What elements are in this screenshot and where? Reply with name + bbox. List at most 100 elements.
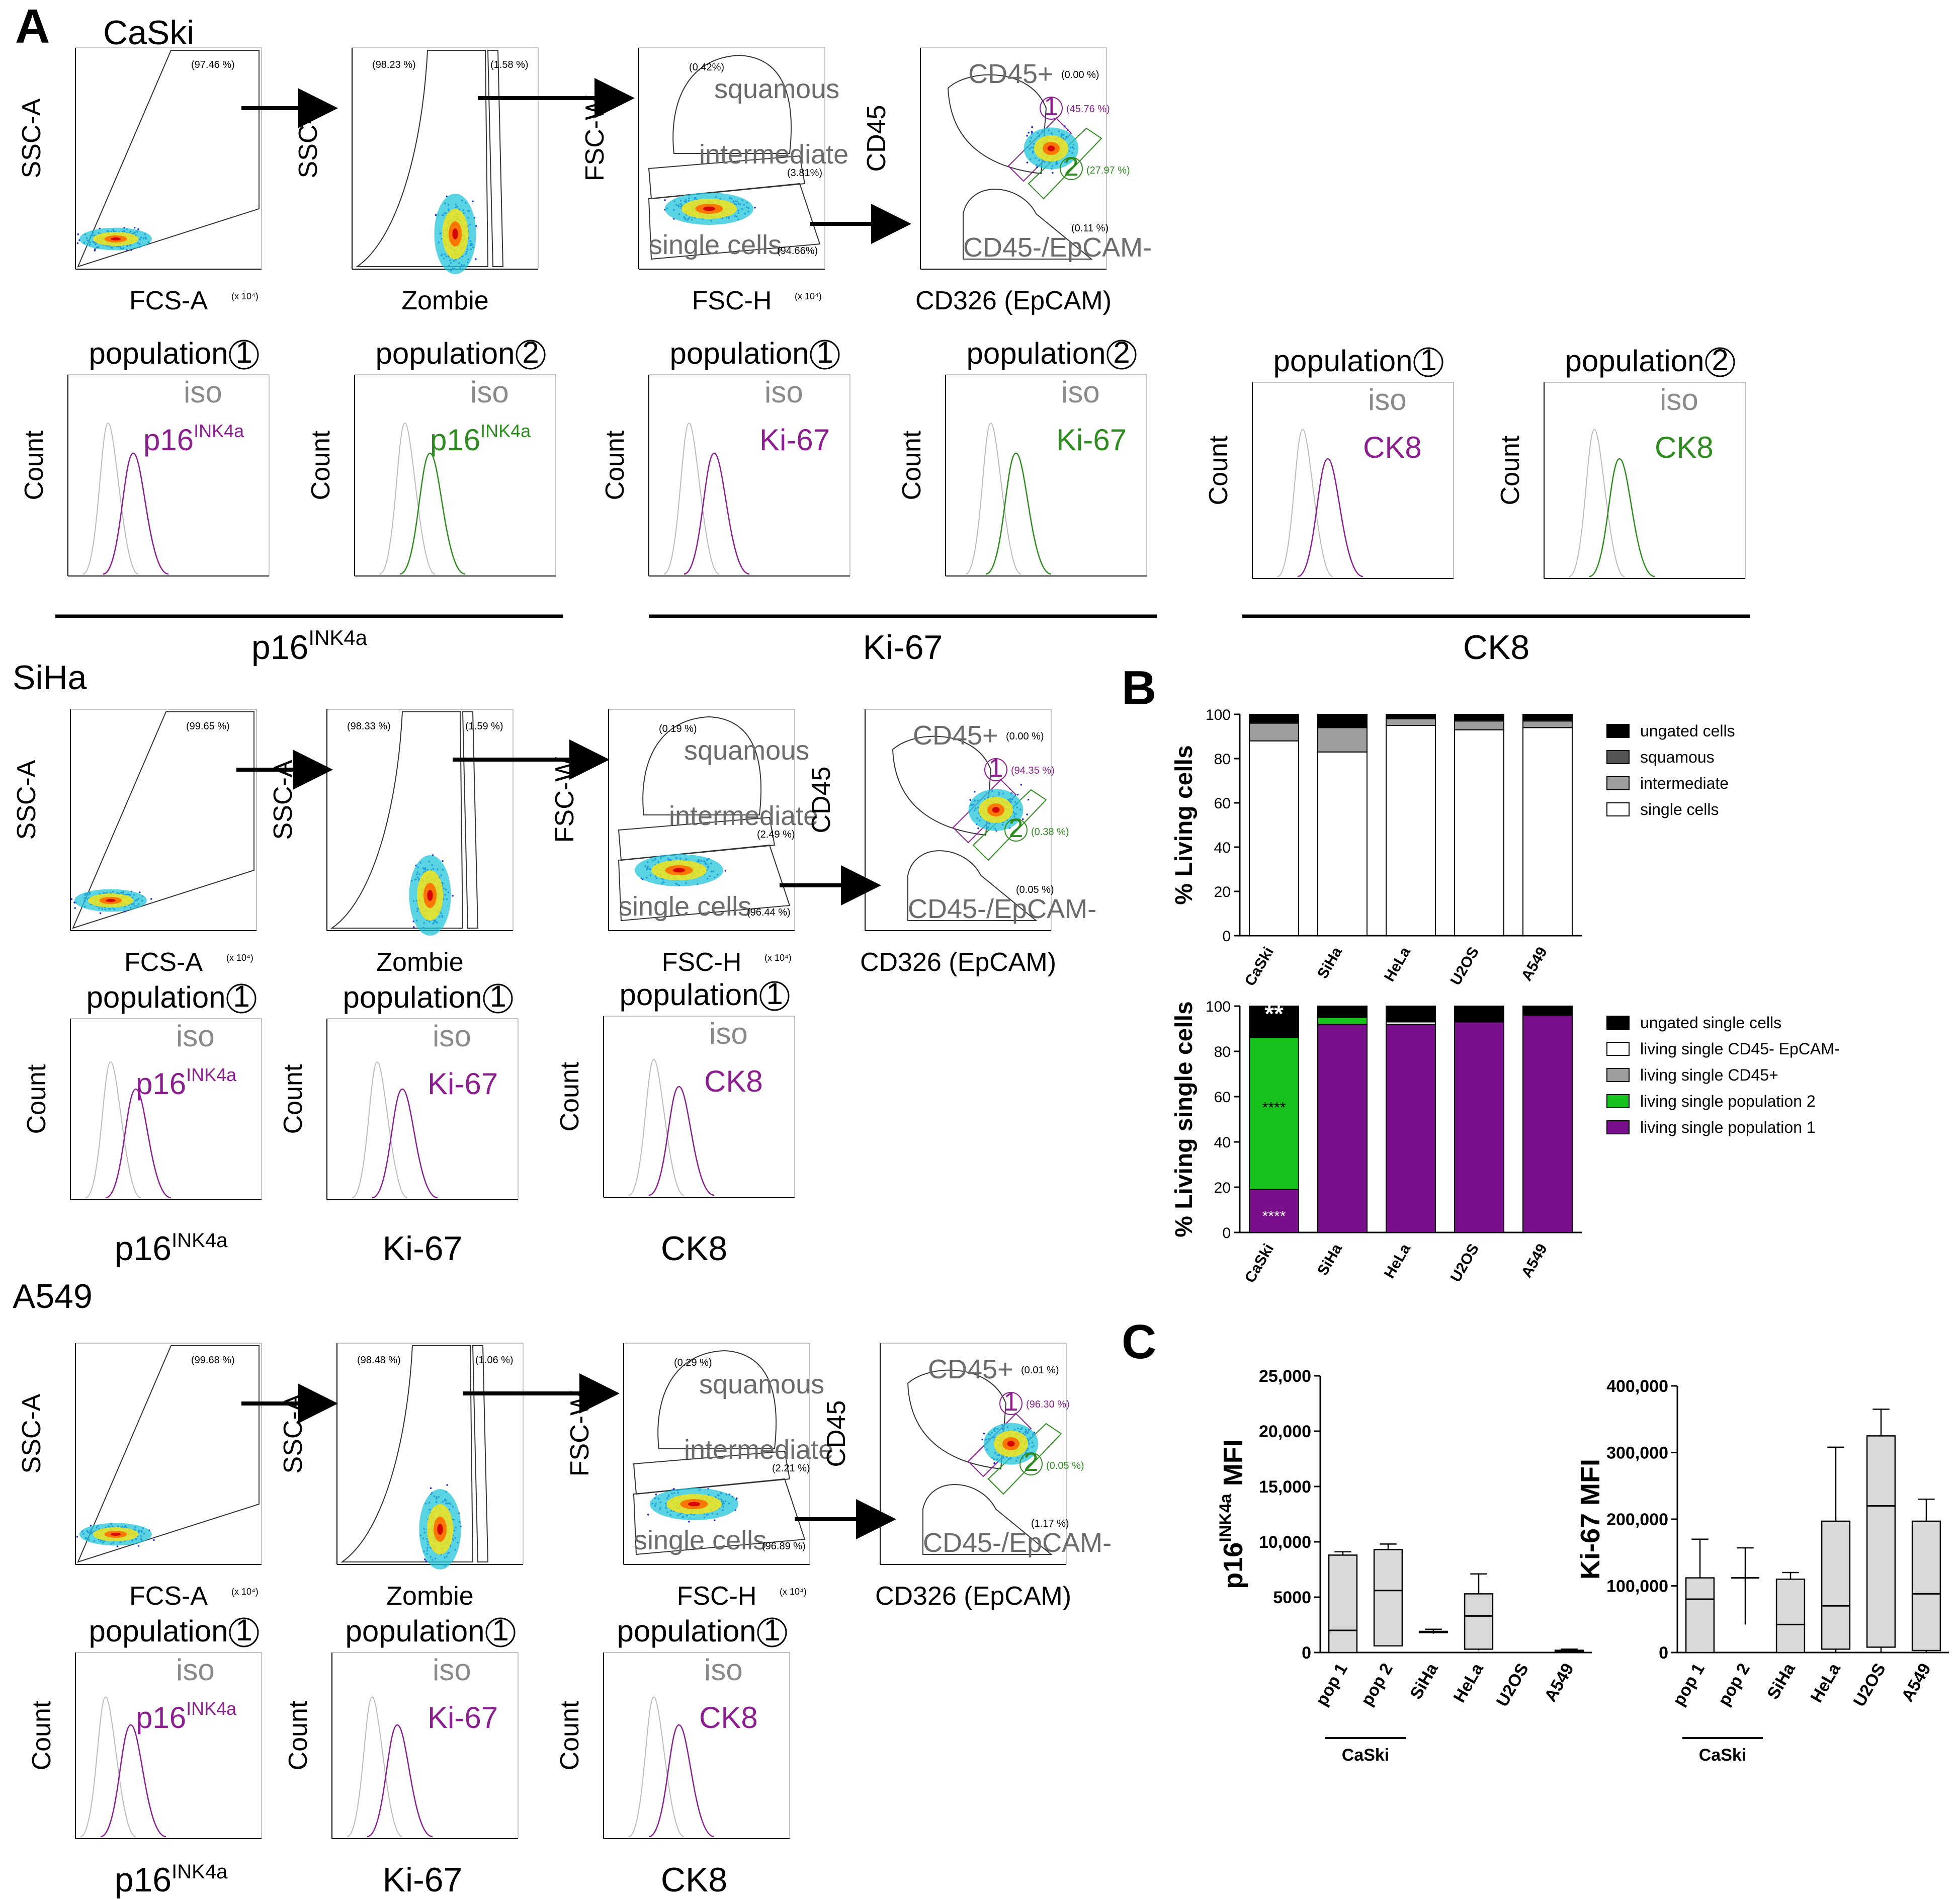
hist-siha-ki67-marker-label: Ki-67	[428, 1067, 498, 1101]
hist-siha-ki67-ylabel: Count	[279, 1064, 308, 1134]
pop2-percent-siha: (0.38 %)	[1031, 827, 1069, 838]
box-y-title: Ki-67 MFI	[1575, 1459, 1605, 1580]
bar-y-tick-label: 100	[1206, 999, 1231, 1015]
zombie-xlabel-siha: Zombie	[376, 948, 463, 977]
bar-segment	[1386, 1006, 1436, 1023]
intermediate-label-siha: intermediate	[669, 801, 818, 831]
box-iqr	[1373, 1549, 1403, 1647]
hist-a549-ki67-marker-label: Ki-67	[428, 1701, 498, 1735]
box-category-label: SiHa	[1763, 1660, 1799, 1702]
hist-a549-p16-iso-curve	[80, 1696, 136, 1837]
hist-siha-p16-marker-sup: INK4a	[186, 1064, 237, 1085]
bar-legend-label: single cells	[1640, 800, 1719, 818]
cd326-xlabel-caski: CD326 (EpCAM)	[915, 286, 1112, 315]
fsc-scatter-caski-point	[754, 207, 756, 209]
bar-segment	[1522, 714, 1573, 720]
bar-legend-label: living single population 1	[1640, 1118, 1816, 1136]
fcs-ylabel-siha: SSC-A	[12, 760, 41, 840]
hist-a549-ck8-marker-label: CK8	[699, 1701, 758, 1735]
hist-caski-p16-pop2-pop-circle	[516, 340, 546, 370]
hist-caski-ck8-pop1-iso-label: iso	[1368, 383, 1407, 417]
bar-segment	[1522, 720, 1573, 728]
bar-segment	[1454, 720, 1504, 730]
bar-legend-label: ungated cells	[1640, 722, 1735, 740]
fsc-xlabel-a549: FSC-H	[677, 1582, 757, 1611]
zombie-xlabel-a549: Zombie	[386, 1582, 473, 1611]
flow-cytometry-panels: (97.46 %) SSC-A FCS-A (x 10⁴) (98.23 %) (1.58…	[12, 47, 1152, 1611]
pop1-marker-a549	[999, 1392, 1022, 1415]
bar-category-label: U2OS	[1447, 944, 1482, 988]
hist-caski-ck8-pop2-iso-label: iso	[1660, 383, 1698, 417]
squamous-gate-siha	[642, 716, 762, 815]
fcs-scatter-siha-point	[74, 907, 76, 909]
hist-caski-ck8-pop2-pop-number: 2	[1712, 343, 1728, 377]
box-y-tick-label: 15,000	[1259, 1477, 1311, 1497]
cd45-scatter-siha-point	[1027, 798, 1030, 801]
pop2-marker-a549	[1019, 1452, 1043, 1475]
box-category-label: HeLa	[1450, 1660, 1487, 1706]
pop2-marker-caski	[1060, 157, 1083, 180]
bar-segment	[1454, 729, 1504, 937]
cd45-neg-label-caski: CD45-/EpCAM-	[963, 232, 1152, 263]
hist-caski-ki67-pop2-marker-curve	[985, 452, 1052, 575]
box-y-tick-label: 200,000	[1606, 1510, 1668, 1529]
hist-siha-ki67-iso-curve	[352, 1061, 408, 1198]
single-gate-caski	[648, 183, 821, 260]
neg-percent-a549: (1.17 %)	[1031, 1518, 1069, 1529]
bar-legend-swatch	[1606, 1016, 1630, 1030]
cd45-scatter-siha-density-red	[992, 807, 1000, 813]
hist-a549-p16-ylabel: Count	[27, 1700, 56, 1770]
squamous-gate-caski	[672, 54, 792, 154]
hist-siha-p16-pop-circle	[226, 983, 257, 1014]
stacked-bar-living-cells: 0 20 40 60 80 100 CaSki SiHa HeLa U2OS A549 % Livin…	[1171, 707, 1735, 989]
zombie-scatter-siha	[409, 854, 454, 936]
zombie-ylabel-a549: SSC-A	[279, 1393, 308, 1473]
fcs-xlabel-caski: FCS-A	[129, 286, 208, 315]
zombie-gate-right-a549	[472, 1345, 489, 1562]
cd45-scatter-siha-point	[1026, 813, 1028, 815]
hist-siha-p16-marker-main: p16	[136, 1067, 186, 1101]
pop1-marker-caski	[1040, 97, 1063, 120]
cd45-pos-label-a549: CD45+	[928, 1354, 1013, 1384]
hist-caski-ki67-pop1-marker-curve	[684, 452, 750, 575]
single-cells-label-caski: single cells	[649, 230, 782, 260]
bar-y-title: % Living single cells	[1171, 1001, 1198, 1237]
pop2-marker-siha	[1004, 818, 1028, 842]
fcs-scatter-caski-point	[94, 250, 96, 252]
pop1-percent-siha: (94.35 %)	[1011, 765, 1055, 776]
hist-a549-p16: population 1 iso p16INK4a Count	[27, 1613, 262, 1839]
fsc-scatter-a549-point	[714, 1519, 716, 1521]
fsc-scatter-a549-point	[647, 1514, 649, 1516]
bar-legend-swatch	[1606, 1094, 1630, 1108]
hist-a549-ck8-title: population	[617, 1614, 756, 1648]
hist-caski-p16-pop2-iso-curve	[379, 422, 436, 574]
bar-legend-label: living single CD45+	[1640, 1066, 1778, 1084]
cd45-pos-percent-caski: (0.00 %)	[1061, 69, 1099, 80]
zombie-scatter-siha-density-red	[427, 890, 433, 901]
bar-category-label: HeLa	[1381, 944, 1414, 984]
bar-category-label: CaSki	[1242, 944, 1277, 989]
fcs-scatter-siha-point	[150, 898, 152, 900]
fcs-percent-caski: (97.46 %)	[191, 59, 235, 70]
box-category-label: HeLa	[1807, 1660, 1844, 1706]
single-percent-siha: (96.44 %)	[747, 907, 791, 918]
neg-percent-siha: (0.05 %)	[1016, 884, 1054, 895]
siha-xlabel-p16: p16INK4a	[115, 1229, 228, 1268]
fcs-gate-caski	[77, 50, 260, 268]
hist-a549-ck8: population 1 iso CK8 Count	[555, 1613, 790, 1839]
intermediate-percent-caski: (3.81%)	[787, 168, 822, 179]
siha-xlabel-ki67: Ki-67	[383, 1229, 463, 1268]
box-category-label: pop 1	[1312, 1660, 1351, 1709]
pop2-percent-caski: (27.97 %)	[1086, 165, 1130, 176]
cd45-pos-label-caski: CD45+	[968, 59, 1054, 89]
zombie-scatter-a549	[419, 1484, 462, 1570]
cd45-scatter-caski-point	[1052, 172, 1054, 174]
hist-siha-ck8: population 1 iso CK8 Count	[555, 977, 795, 1198]
hist-a549-ck8-ylabel: Count	[555, 1700, 584, 1770]
fcs-scatter-siha-point	[99, 912, 102, 915]
cd45-scatter-caski-point	[1031, 131, 1033, 133]
fcs-gate-siha	[72, 711, 254, 929]
hist-caski-ki67-pop1-iso-label: iso	[764, 375, 803, 409]
fcs-scatter-caski-point	[130, 249, 132, 251]
fcs-xunit-caski: (x 10⁴)	[231, 291, 259, 301]
